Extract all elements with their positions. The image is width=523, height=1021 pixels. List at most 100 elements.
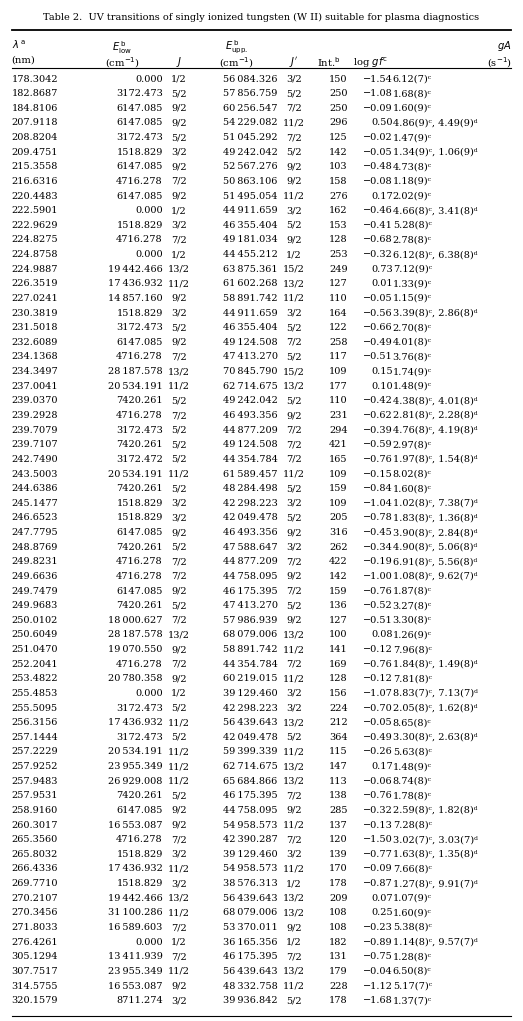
Text: −0.87: −0.87 (363, 879, 393, 888)
Text: −0.05: −0.05 (363, 718, 393, 727)
Text: 46 355.404: 46 355.404 (223, 324, 278, 332)
Text: 56 439.643: 56 439.643 (223, 893, 278, 903)
Text: 18 000.627: 18 000.627 (108, 616, 163, 625)
Text: 6147.085: 6147.085 (117, 118, 163, 128)
Text: 255.5095: 255.5095 (12, 703, 58, 713)
Text: 5/2: 5/2 (286, 352, 302, 361)
Text: 9/2: 9/2 (286, 806, 302, 815)
Text: 44 877.209: 44 877.209 (223, 426, 278, 435)
Text: 5/2: 5/2 (171, 601, 187, 611)
Text: 7/2: 7/2 (286, 586, 302, 595)
Text: 3172.473: 3172.473 (116, 426, 163, 435)
Text: 224: 224 (329, 703, 348, 713)
Text: 1.60(9)ᶜ: 1.60(9)ᶜ (393, 909, 431, 918)
Text: 56 439.643: 56 439.643 (223, 967, 278, 976)
Text: 1.15(9)ᶜ: 1.15(9)ᶜ (393, 294, 432, 303)
Text: −0.42: −0.42 (363, 396, 393, 405)
Text: 1/2: 1/2 (171, 206, 187, 215)
Text: 216.6316: 216.6316 (12, 177, 58, 186)
Text: −0.32: −0.32 (363, 806, 393, 815)
Text: 7.28(8)ᶜ: 7.28(8)ᶜ (393, 821, 432, 830)
Text: 8.83(7)ᶜ, 7.13(7)ᵈ: 8.83(7)ᶜ, 7.13(7)ᵈ (393, 689, 477, 698)
Text: −0.34: −0.34 (363, 543, 393, 551)
Text: 0.000: 0.000 (135, 250, 163, 259)
Text: 1/2: 1/2 (286, 250, 302, 259)
Text: 68 079.006: 68 079.006 (223, 630, 278, 639)
Text: −0.12: −0.12 (363, 674, 393, 683)
Text: 11/2: 11/2 (283, 645, 305, 654)
Text: 1.78(8)ᶜ: 1.78(8)ᶜ (393, 791, 432, 800)
Text: 1.48(9)ᶜ: 1.48(9)ᶜ (393, 762, 432, 771)
Text: 5/2: 5/2 (286, 601, 302, 611)
Text: 1.14(8)ᶜ, 9.57(7)ᵈ: 1.14(8)ᶜ, 9.57(7)ᵈ (393, 937, 477, 946)
Text: 255.4853: 255.4853 (12, 689, 58, 698)
Text: 9/2: 9/2 (171, 821, 187, 830)
Text: 265.8032: 265.8032 (12, 849, 58, 859)
Text: 231.5018: 231.5018 (12, 324, 58, 332)
Text: 44 758.095: 44 758.095 (223, 572, 278, 581)
Text: 8.02(8)ᶜ: 8.02(8)ᶜ (393, 470, 431, 479)
Text: 20 534.191: 20 534.191 (108, 382, 163, 391)
Text: 42 390.287: 42 390.287 (223, 835, 278, 844)
Text: 250: 250 (329, 89, 348, 98)
Text: 49 181.034: 49 181.034 (223, 236, 278, 244)
Text: −0.76: −0.76 (363, 455, 393, 464)
Text: 232.6089: 232.6089 (12, 338, 58, 347)
Text: 13/2: 13/2 (168, 630, 190, 639)
Text: 44 758.095: 44 758.095 (223, 806, 278, 815)
Text: −0.49: −0.49 (363, 733, 393, 742)
Text: 158: 158 (329, 177, 348, 186)
Text: −1.04: −1.04 (363, 499, 393, 507)
Text: 4716.278: 4716.278 (116, 177, 163, 186)
Text: 4716.278: 4716.278 (116, 557, 163, 567)
Text: 7420.261: 7420.261 (116, 396, 163, 405)
Text: 46 355.404: 46 355.404 (223, 221, 278, 230)
Text: 9/2: 9/2 (171, 294, 187, 303)
Text: 7/2: 7/2 (171, 953, 187, 962)
Text: 2.02(9)ᶜ: 2.02(9)ᶜ (393, 192, 432, 200)
Text: 51 495.054: 51 495.054 (223, 192, 278, 200)
Text: 4.66(8)ᶜ, 3.41(8)ᵈ: 4.66(8)ᶜ, 3.41(8)ᵈ (393, 206, 477, 215)
Text: 1.48(9)ᶜ: 1.48(9)ᶜ (393, 382, 432, 391)
Text: 128: 128 (329, 674, 348, 683)
Text: 8711.274: 8711.274 (116, 996, 163, 1005)
Text: 251.0470: 251.0470 (12, 645, 58, 654)
Text: 242.7490: 242.7490 (12, 455, 58, 464)
Text: 209.4751: 209.4751 (12, 148, 58, 156)
Text: 0.17: 0.17 (371, 762, 393, 771)
Text: 7/2: 7/2 (286, 953, 302, 962)
Text: 9/2: 9/2 (171, 981, 187, 990)
Text: $J$: $J$ (176, 55, 182, 69)
Text: 17 436.932: 17 436.932 (108, 718, 163, 727)
Text: −0.06: −0.06 (363, 777, 393, 786)
Text: 9/2: 9/2 (286, 411, 302, 420)
Text: 122: 122 (329, 324, 348, 332)
Text: 44 911.659: 44 911.659 (223, 206, 278, 215)
Text: 258.9160: 258.9160 (12, 806, 58, 815)
Text: 26 929.008: 26 929.008 (108, 777, 163, 786)
Text: 2.05(8)ᶜ, 1.62(8)ᵈ: 2.05(8)ᶜ, 1.62(8)ᵈ (393, 703, 477, 713)
Text: 3172.473: 3172.473 (116, 324, 163, 332)
Text: −1.12: −1.12 (363, 981, 393, 990)
Text: 20 534.191: 20 534.191 (108, 470, 163, 479)
Text: 7/2: 7/2 (171, 411, 187, 420)
Text: −0.48: −0.48 (363, 162, 393, 172)
Text: −0.51: −0.51 (363, 616, 393, 625)
Text: 13/2: 13/2 (283, 909, 305, 918)
Text: 47 413.270: 47 413.270 (223, 352, 278, 361)
Text: 49 124.508: 49 124.508 (223, 338, 278, 347)
Text: 5/2: 5/2 (286, 484, 302, 493)
Text: 260.3017: 260.3017 (12, 821, 58, 830)
Text: 7.66(8)ᶜ: 7.66(8)ᶜ (393, 865, 431, 874)
Text: 224.8758: 224.8758 (12, 250, 58, 259)
Text: 109: 109 (329, 470, 348, 479)
Text: 16 553.087: 16 553.087 (108, 981, 163, 990)
Text: 6.12(8)ᶜ, 6.38(8)ᵈ: 6.12(8)ᶜ, 6.38(8)ᵈ (393, 250, 477, 259)
Text: 28 187.578: 28 187.578 (108, 368, 163, 376)
Text: 7/2: 7/2 (286, 835, 302, 844)
Text: 61 589.457: 61 589.457 (223, 470, 278, 479)
Text: 6147.085: 6147.085 (117, 586, 163, 595)
Text: −0.23: −0.23 (363, 923, 393, 932)
Text: 165: 165 (329, 455, 348, 464)
Text: 208.8204: 208.8204 (12, 133, 58, 142)
